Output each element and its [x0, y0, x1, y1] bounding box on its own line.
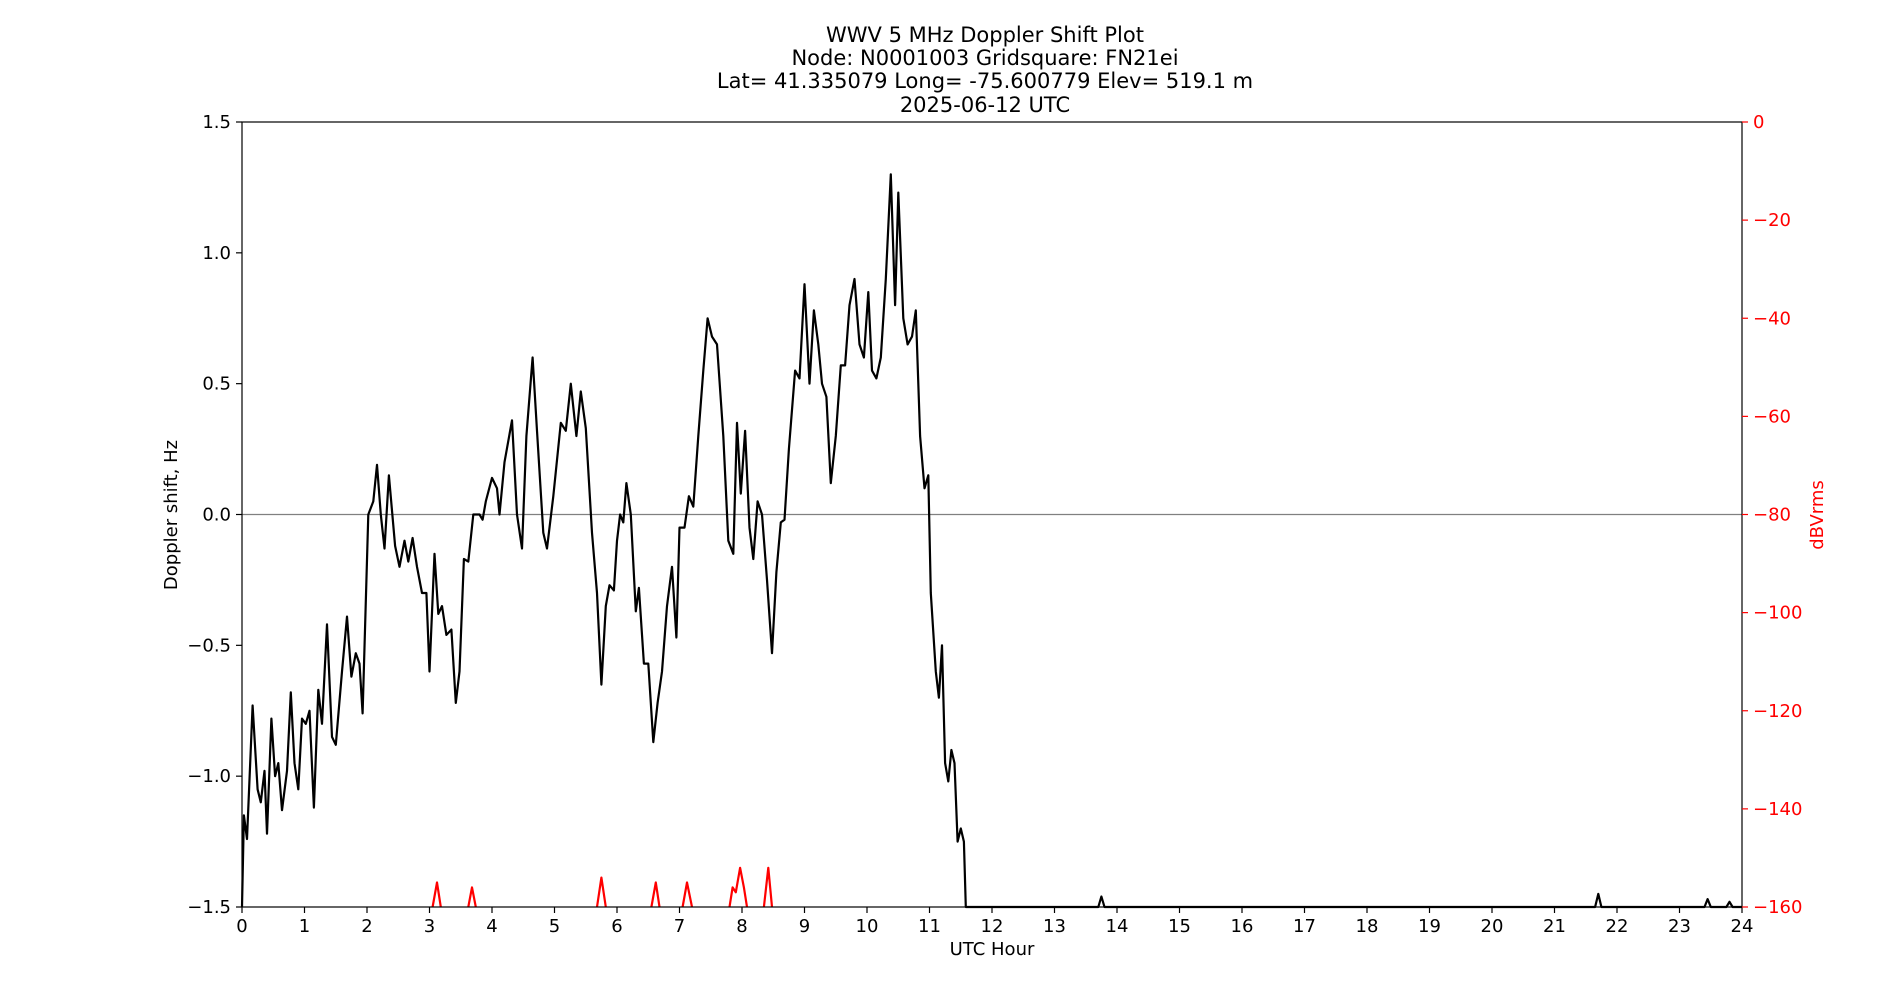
x-tick-label: 13 — [1043, 916, 1066, 937]
x-tick-label: 14 — [1106, 916, 1129, 937]
power-series-line-0 — [431, 881, 442, 908]
y2-tick-label: −40 — [1753, 308, 1791, 329]
power-series-line-2 — [595, 876, 607, 908]
y2-tick-label: −120 — [1753, 701, 1802, 722]
y-tick-label: −0.5 — [187, 635, 231, 656]
y-tick-label: 1.0 — [202, 243, 231, 264]
doppler-series-line — [240, 173, 1742, 909]
y-tick-label: 1.5 — [202, 112, 231, 133]
plot-area — [240, 121, 1743, 909]
y-axis-right: 0 −20 −40 −60 −80 −100 −120 −140 −160 — [1742, 112, 1802, 918]
y-axis-label: Doppler shift, Hz — [161, 440, 182, 590]
title-line-2: Node: N0001003 Gridsquare: FN21ei — [791, 46, 1178, 70]
x-tick-label: 7 — [674, 916, 685, 937]
chart-title: WWV 5 MHz Doppler Shift Plot Node: N0001… — [717, 23, 1253, 117]
x-tick-label: 16 — [1231, 916, 1254, 937]
x-tick-label: 2 — [361, 916, 372, 937]
x-tick-label: 20 — [1481, 916, 1504, 937]
x-tick-label: 17 — [1293, 916, 1316, 937]
title-line-3: Lat= 41.335079 Long= -75.600779 Elev= 51… — [717, 69, 1253, 93]
title-line-1: WWV 5 MHz Doppler Shift Plot — [826, 23, 1144, 47]
x-tick-label: 21 — [1543, 916, 1566, 937]
y2-tick-label: −160 — [1753, 897, 1802, 918]
x-axis-label: UTC Hour — [950, 939, 1035, 960]
x-tick-label: 9 — [799, 916, 810, 937]
x-tick-label: 19 — [1418, 916, 1441, 937]
x-tick-label: 10 — [856, 916, 879, 937]
y2-axis-label: dBVrms — [1807, 480, 1828, 550]
x-tick-label: 8 — [736, 916, 747, 937]
y2-tick-label: −80 — [1753, 505, 1791, 526]
power-series-line-1 — [467, 886, 477, 908]
y2-tick-label: −60 — [1753, 406, 1791, 427]
x-tick-label: 22 — [1606, 916, 1629, 937]
y-tick-label: −1.0 — [187, 766, 231, 787]
x-tick-label: 24 — [1731, 916, 1754, 937]
y-tick-label: −1.5 — [187, 897, 231, 918]
x-tick-label: 3 — [424, 916, 435, 937]
y2-tick-label: −100 — [1753, 603, 1802, 624]
x-tick-label: 1 — [299, 916, 310, 937]
x-tick-label: 0 — [236, 916, 247, 937]
title-line-4: 2025-06-12 UTC — [900, 93, 1070, 117]
y2-tick-label: 0 — [1753, 112, 1764, 133]
y-tick-label: 0.5 — [202, 374, 231, 395]
power-series-line-6 — [762, 866, 774, 908]
x-tick-label: 5 — [549, 916, 560, 937]
x-tick-label: 11 — [918, 916, 941, 937]
y-tick-label: 0.0 — [202, 505, 231, 526]
power-series-line-4 — [681, 881, 694, 908]
y2-tick-label: −140 — [1753, 799, 1802, 820]
x-tick-label: 15 — [1168, 916, 1191, 937]
power-series-line-3 — [650, 881, 661, 908]
x-tick-label: 12 — [981, 916, 1004, 937]
power-series-line-5 — [728, 866, 749, 908]
y-axis-left: −1.5 −1.0 −0.5 0.0 0.5 1.0 1.5 — [187, 112, 242, 918]
x-tick-label: 23 — [1668, 916, 1691, 937]
x-tick-label: 4 — [486, 916, 497, 937]
y2-tick-label: −20 — [1753, 210, 1791, 231]
x-tick-label: 6 — [611, 916, 622, 937]
x-tick-label: 18 — [1356, 916, 1379, 937]
x-axis: 0 1 2 3 4 5 6 7 8 9 10 11 12 13 14 15 16 17 18 19 20 21 22 23 24 — [236, 907, 1753, 937]
